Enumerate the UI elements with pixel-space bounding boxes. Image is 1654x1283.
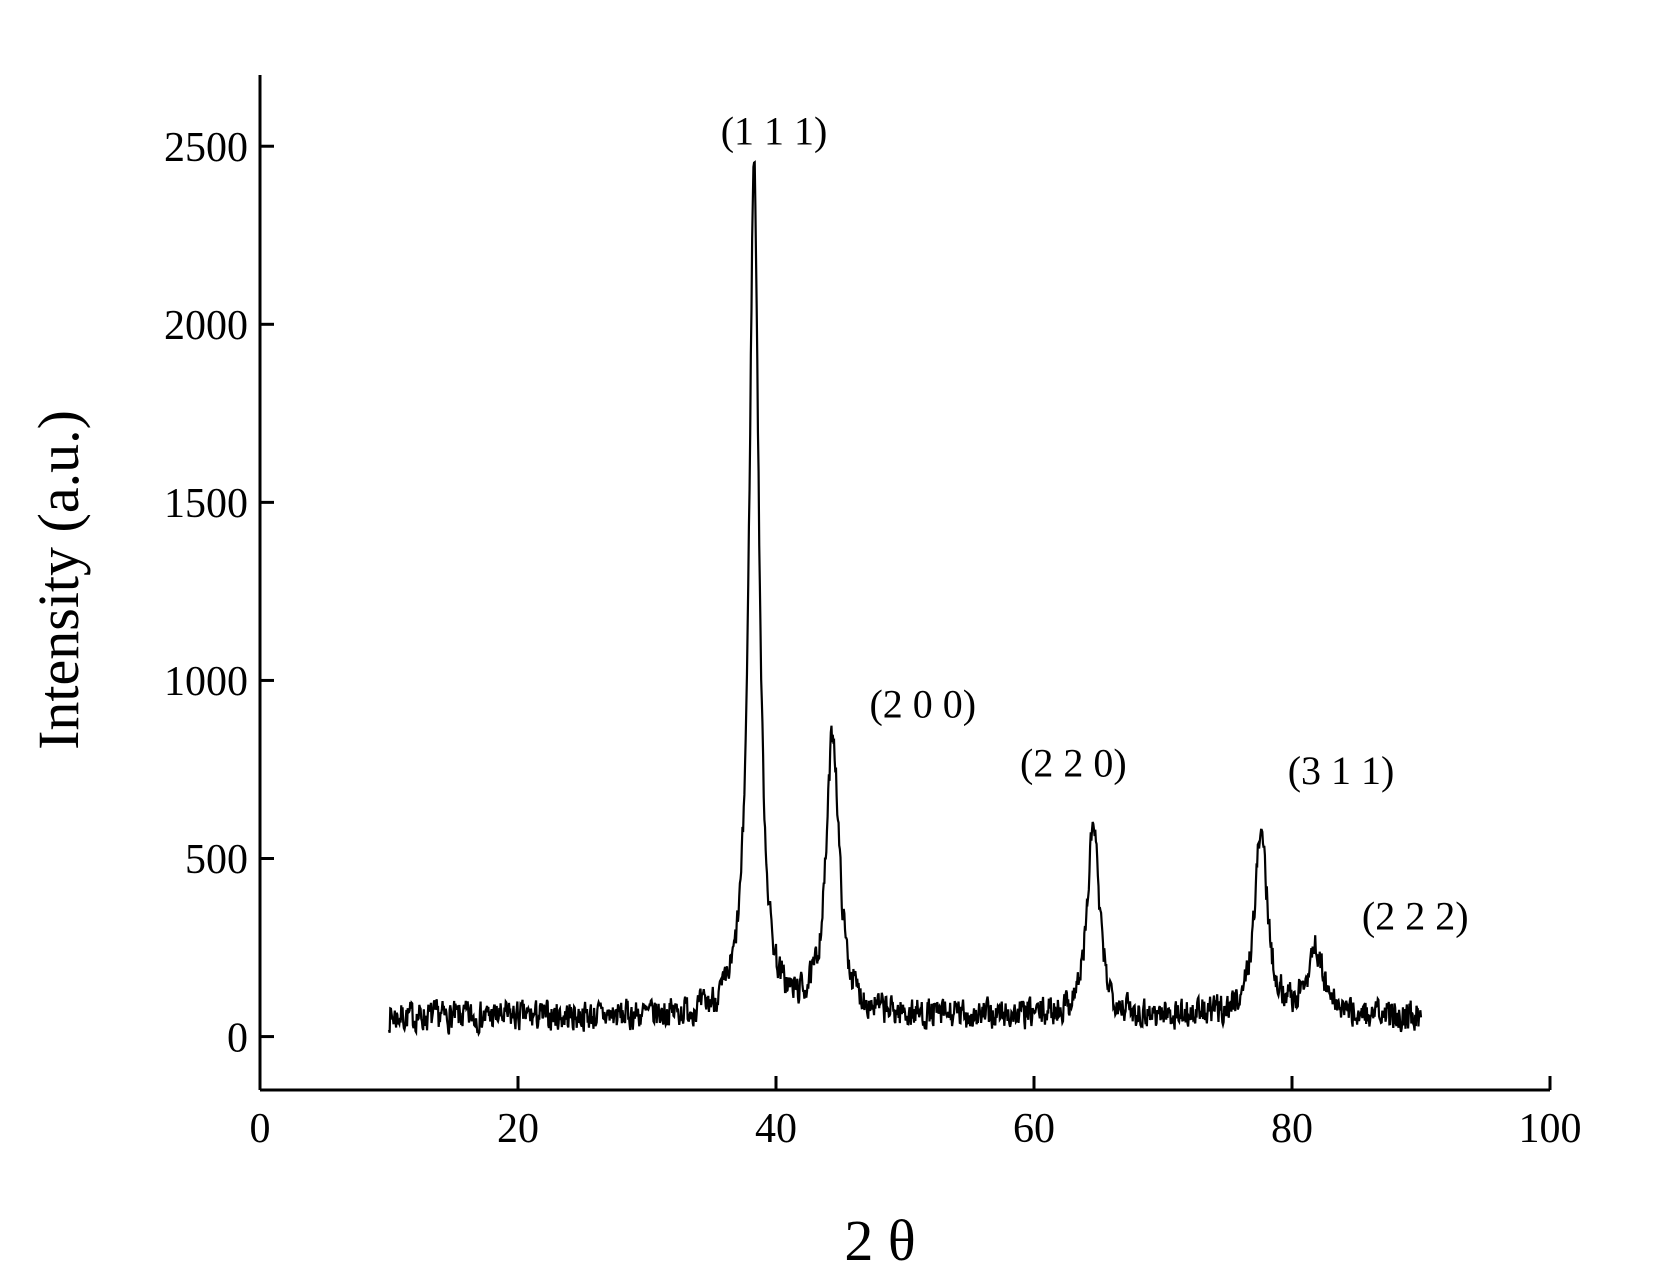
y-tick-label: 500: [185, 837, 248, 883]
x-axis-label: 2 θ: [844, 1208, 915, 1273]
y-tick-label: 0: [227, 1015, 248, 1061]
xrd-chart: 020406080100050010001500200025002 θInten…: [0, 0, 1654, 1283]
x-tick-label: 0: [250, 1106, 271, 1152]
y-tick-label: 1000: [164, 659, 248, 705]
peak-label: (2 0 0): [869, 682, 976, 727]
peak-label: (3 1 1): [1288, 748, 1395, 793]
y-tick-label: 2000: [164, 303, 248, 349]
y-axis-label: Intensity (a.u.): [26, 410, 91, 750]
x-tick-label: 100: [1519, 1106, 1582, 1152]
x-tick-label: 60: [1013, 1106, 1055, 1152]
peak-label: (2 2 2): [1362, 893, 1469, 938]
y-tick-label: 2500: [164, 125, 248, 171]
x-tick-label: 40: [755, 1106, 797, 1152]
x-tick-label: 80: [1271, 1106, 1313, 1152]
peak-label: (2 2 0): [1020, 741, 1127, 786]
x-tick-label: 20: [497, 1106, 539, 1152]
peak-label: (1 1 1): [721, 108, 828, 153]
xrd-spectrum-line: [389, 162, 1421, 1034]
y-tick-label: 1500: [164, 481, 248, 527]
